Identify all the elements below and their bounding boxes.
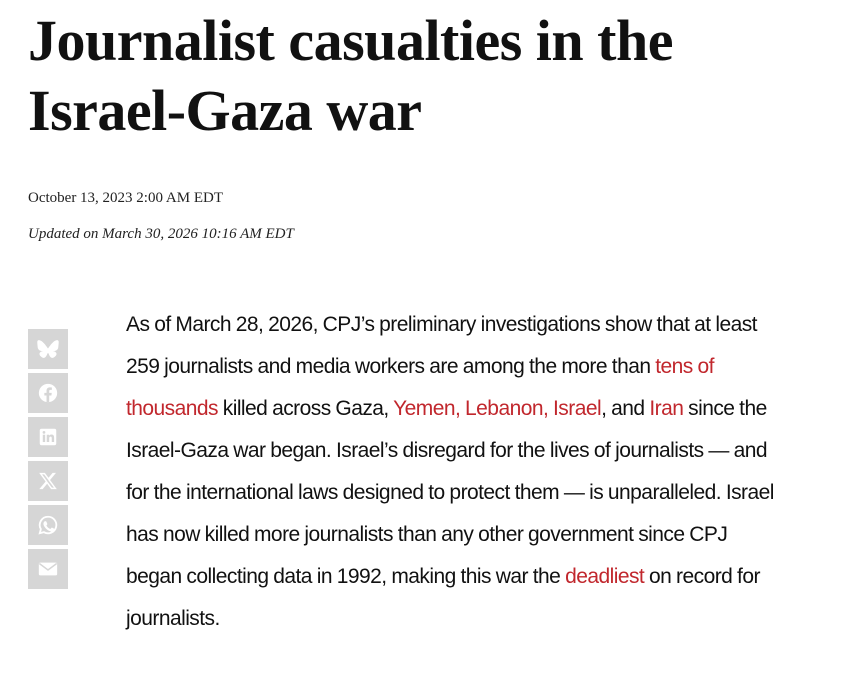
share-email-button[interactable] xyxy=(28,549,68,589)
bluesky-icon xyxy=(37,340,59,358)
x-icon xyxy=(39,472,57,490)
link-deadliest[interactable]: deadliest xyxy=(565,565,645,588)
updated-date: Updated on March 30, 2026 10:16 AM EDT xyxy=(28,226,294,242)
link-tens-of-thousands[interactable]: tens of thousands xyxy=(126,355,715,420)
facebook-icon xyxy=(38,383,58,403)
link-iran[interactable]: Iran xyxy=(649,397,684,420)
link-yemen-lebanon-israel[interactable]: Yemen, Lebanon, Israel xyxy=(393,397,602,420)
share-whatsapp-button[interactable] xyxy=(28,505,68,545)
email-icon xyxy=(38,562,58,576)
intro-text-2: killed across Gaza, xyxy=(217,397,394,420)
headline-line-1: Journalist casualties in the xyxy=(28,8,674,73)
share-facebook-button[interactable] xyxy=(28,373,68,413)
intro-text-1: As of March 28, 2026, CPJ’s preliminary … xyxy=(126,313,758,378)
intro-text-4: since the Israel-Gaza war began. Israel’… xyxy=(126,397,774,588)
share-linkedin-button[interactable] xyxy=(28,417,68,457)
share-x-button[interactable] xyxy=(28,461,68,501)
linkedin-icon xyxy=(39,428,57,446)
article-intro: As of March 28, 2026, CPJ’s preliminary … xyxy=(126,304,786,640)
intro-text-3: , and xyxy=(601,397,650,420)
intro-text-5: on record for journalists. xyxy=(126,565,760,630)
article-headline: Journalist casualties in the Israel-Gaza … xyxy=(28,6,828,146)
whatsapp-icon xyxy=(38,515,58,535)
share-bar xyxy=(28,329,68,593)
publish-date: October 13, 2023 2:00 AM EDT xyxy=(28,190,223,206)
headline-line-2: Israel-Gaza war xyxy=(28,78,422,143)
share-bluesky-button[interactable] xyxy=(28,329,68,369)
